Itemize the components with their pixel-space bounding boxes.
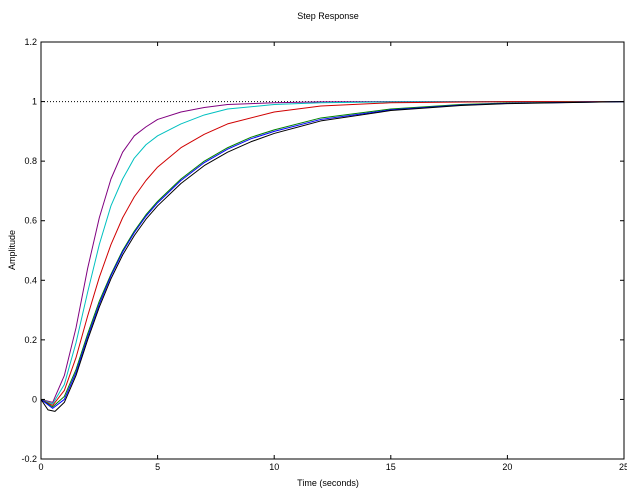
y-axis-title: Amplitude xyxy=(7,230,17,270)
y-tick-label: 1 xyxy=(32,97,37,107)
x-tick-label: 5 xyxy=(155,462,160,472)
y-tick-label: 0.2 xyxy=(24,335,37,345)
y-tick-label: -0.2 xyxy=(21,454,37,464)
x-tick-label: 25 xyxy=(619,462,627,472)
y-tick-label: 0.8 xyxy=(24,156,37,166)
x-axis-title: Time (seconds) xyxy=(297,478,359,488)
x-tick-label: 15 xyxy=(386,462,396,472)
series-line-5 xyxy=(40,101,625,409)
axes-box xyxy=(40,41,625,460)
series-line-6 xyxy=(40,101,625,412)
x-tick-label: 10 xyxy=(269,462,279,472)
series-line-4 xyxy=(40,101,625,408)
y-tick-label: 0.6 xyxy=(24,216,37,226)
chart-title: Step Response xyxy=(297,11,359,21)
series-line-3 xyxy=(40,101,624,406)
series-line-2 xyxy=(40,101,624,405)
x-tick-label: 0 xyxy=(38,462,43,472)
plot-area: 0 5 10 15 20 25-0.200.20.40.60.811.2 xyxy=(21,37,627,472)
x-tick-label: 20 xyxy=(502,462,512,472)
y-tick-label: 0 xyxy=(32,394,37,404)
y-tick-label: 1.2 xyxy=(24,37,37,47)
series-line-1 xyxy=(40,101,624,403)
y-tick-label: 0.4 xyxy=(24,275,37,285)
